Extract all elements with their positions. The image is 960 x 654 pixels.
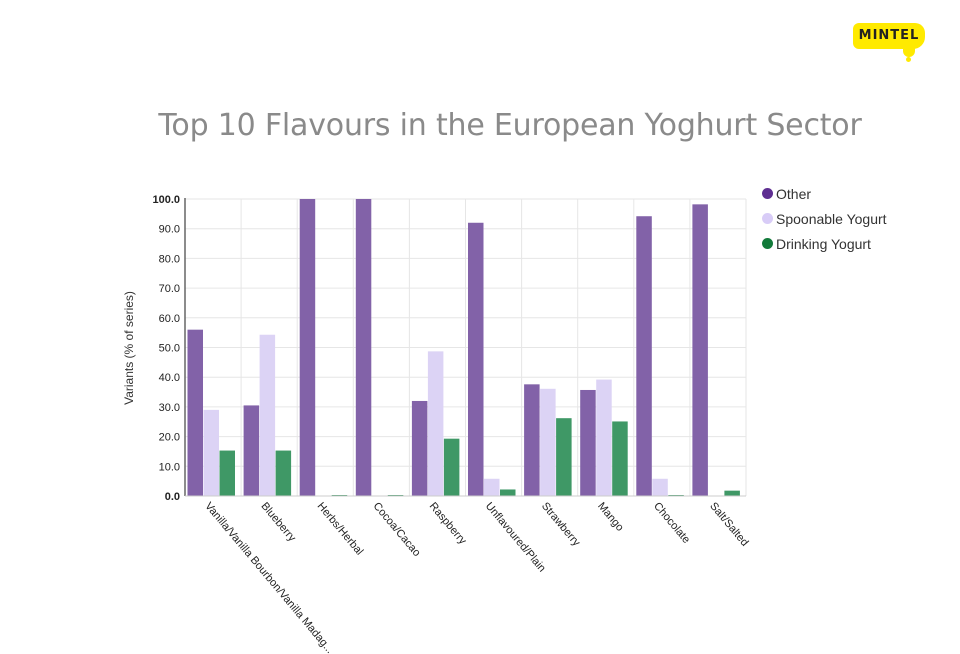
chart-bars	[187, 199, 740, 496]
x-tick-label: Cocoa/Cacao	[371, 500, 423, 559]
page-title: Top 10 Flavours in the European Yoghurt …	[158, 108, 862, 143]
x-tick-label: Chocolate	[651, 500, 692, 546]
bar-other[interactable]	[243, 405, 260, 496]
bar-spoonable-yogurt[interactable]	[203, 409, 220, 496]
legend-swatch-other	[762, 188, 773, 199]
y-axis-label: Variants (% of series)	[122, 291, 136, 405]
bar-spoonable-yogurt[interactable]	[652, 478, 668, 496]
x-tick-label: Raspberry	[427, 500, 469, 547]
y-tick-label: 70.0	[159, 283, 180, 295]
bar-other[interactable]	[636, 216, 652, 496]
x-tick-label: Vanilla/Vanilla Bourbon/Vanilla Madag...	[202, 500, 335, 654]
bar-drinking-yogurt[interactable]	[443, 438, 460, 496]
bar-other[interactable]	[468, 222, 484, 496]
y-tick-label: 20.0	[159, 432, 180, 444]
bar-spoonable-yogurt[interactable]	[427, 351, 444, 496]
y-tick-label: 30.0	[159, 402, 180, 414]
y-tick-label: 0.0	[165, 491, 180, 503]
bar-other[interactable]	[355, 199, 372, 496]
x-tick-label: Unflavoured/Plain	[483, 500, 548, 574]
logo-text: MINTEL	[858, 28, 920, 43]
x-tick-label: Herbs/Herbal	[315, 500, 366, 557]
legend-label-other: Other	[776, 185, 812, 202]
legend-swatch-spoonable	[762, 213, 773, 224]
bar-spoonable-yogurt[interactable]	[596, 379, 612, 496]
legend-item-other[interactable]: Other	[762, 181, 887, 206]
y-tick-label: 80.0	[159, 253, 180, 265]
bar-drinking-yogurt[interactable]	[275, 450, 292, 496]
y-tick-label: 10.0	[159, 461, 180, 473]
y-tick-label: 100.0	[152, 194, 180, 206]
x-axis-ticks: Vanilla/Vanilla Bourbon/Vanilla Madag...…	[202, 500, 750, 654]
y-axis-ticks: 0.0 10.0 20.0 30.0 40.0 50.0 60.0 70.0 80.0 90.0 1…	[152, 194, 180, 503]
y-tick-label: 90.0	[159, 224, 180, 236]
bar-other[interactable]	[411, 400, 428, 496]
bar-other[interactable]	[187, 329, 204, 496]
chart-legend: Other Spoonable Yogurt Drinking Yogurt	[762, 181, 887, 256]
legend-item-spoonable[interactable]: Spoonable Yogurt	[762, 206, 887, 231]
y-tick-label: 40.0	[159, 372, 180, 384]
bar-other[interactable]	[299, 199, 316, 496]
bar-spoonable-yogurt[interactable]	[540, 388, 556, 496]
mintel-logo: MINTEL	[853, 23, 925, 57]
logo-dot	[906, 57, 911, 62]
y-tick-label: 60.0	[159, 313, 180, 325]
bar-drinking-yogurt[interactable]	[612, 421, 628, 496]
bar-drinking-yogurt[interactable]	[724, 490, 740, 496]
bar-spoonable-yogurt[interactable]	[259, 334, 276, 496]
legend-swatch-drinking	[762, 238, 773, 249]
bar-other[interactable]	[692, 204, 708, 496]
legend-label-spoonable: Spoonable Yogurt	[776, 210, 887, 227]
bar-other[interactable]	[580, 389, 596, 496]
bar-other[interactable]	[524, 384, 540, 496]
bar-spoonable-yogurt[interactable]	[484, 478, 500, 496]
bar-drinking-yogurt[interactable]	[556, 418, 572, 496]
legend-item-drinking[interactable]: Drinking Yogurt	[762, 231, 887, 256]
y-tick-label: 50.0	[159, 343, 180, 355]
x-tick-label: Blueberry	[258, 500, 298, 544]
x-tick-label: Salt/Salted	[707, 500, 750, 548]
chart-axes	[184, 198, 746, 497]
bar-drinking-yogurt[interactable]	[219, 450, 236, 496]
logo-drip	[903, 45, 915, 57]
x-tick-label: Mango	[595, 500, 626, 533]
bar-drinking-yogurt[interactable]	[500, 489, 516, 496]
legend-label-drinking: Drinking Yogurt	[776, 235, 871, 252]
x-tick-label: Strawberry	[539, 500, 583, 549]
